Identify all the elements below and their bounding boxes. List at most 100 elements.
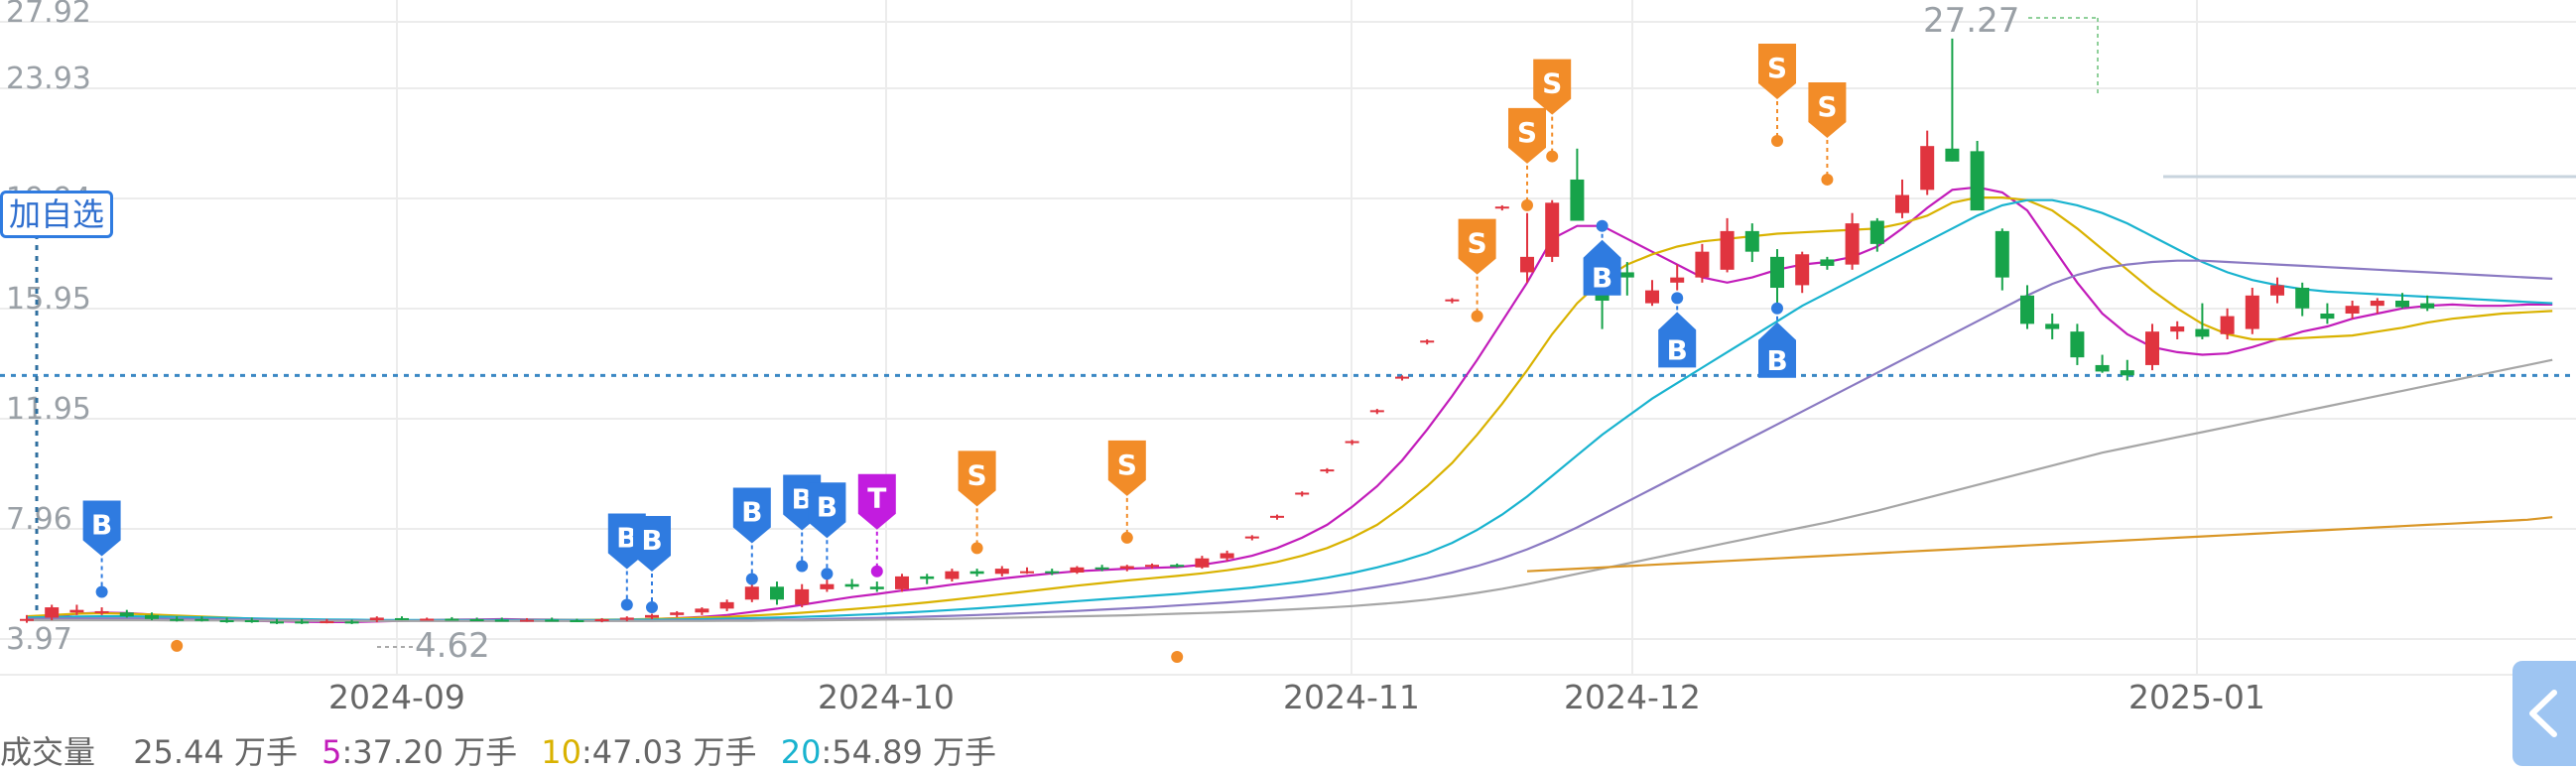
signal-letter: S	[1517, 116, 1537, 149]
candle	[320, 618, 334, 624]
candle-body	[420, 618, 435, 621]
candle-body	[445, 618, 459, 621]
signal-letter: B	[1592, 262, 1612, 295]
signal-b: B	[1658, 292, 1697, 368]
add-to-watchlist-button[interactable]: 加自选	[0, 191, 114, 238]
candle	[1045, 569, 1060, 576]
candle-body	[270, 621, 284, 624]
collapse-panel-button[interactable]	[2512, 661, 2576, 766]
max-price-label: 27.27	[1923, 1, 2019, 41]
candle	[2320, 303, 2335, 324]
signal-badge	[808, 482, 846, 539]
ma-line-120	[1526, 516, 2553, 573]
signal-b: B	[633, 516, 671, 614]
candle-body	[1520, 256, 1534, 273]
candle	[1720, 217, 1735, 273]
signal-badge	[1758, 43, 1796, 99]
candle	[820, 578, 835, 592]
candle-body	[2070, 331, 2085, 358]
candle-body	[1869, 220, 1884, 244]
candle-body	[2170, 325, 2185, 332]
candle-body	[1295, 492, 1310, 495]
x-tick-label: 2024-09	[328, 678, 465, 716]
candle-body	[994, 569, 1009, 575]
candle-body	[1045, 571, 1060, 574]
candle-body	[69, 609, 84, 613]
signal-badge	[732, 487, 771, 544]
candle	[1995, 228, 2009, 291]
candle	[2395, 293, 2409, 309]
candle	[920, 574, 935, 584]
candle-body	[1220, 553, 1234, 559]
candle	[45, 604, 60, 621]
candle	[545, 617, 560, 622]
moving-average-lines	[26, 186, 2553, 624]
candle	[1145, 563, 1159, 570]
signal-letter: B	[741, 495, 762, 528]
candle-body	[570, 620, 584, 623]
signal-dot	[620, 598, 633, 611]
candle	[1895, 179, 1909, 218]
candle	[1369, 409, 1384, 415]
candle-body	[1395, 376, 1409, 379]
candle-body	[1494, 206, 1509, 209]
candle-body	[145, 614, 159, 619]
candle	[1119, 565, 1134, 572]
candle	[1619, 262, 1634, 296]
candle	[420, 617, 435, 621]
candle	[1545, 199, 1560, 263]
signal-badge	[1508, 107, 1546, 164]
signal-dot	[1546, 150, 1559, 163]
x-tick-label: 2024-11	[1283, 678, 1420, 716]
x-tick-label: 2025-01	[2128, 678, 2265, 716]
candle	[2220, 308, 2235, 339]
signal-dot	[1120, 531, 1133, 544]
candle	[1020, 567, 1034, 575]
y-tick-label: 23.93	[6, 62, 91, 96]
candles	[20, 38, 2435, 624]
candle-body	[2195, 328, 2210, 337]
candle	[395, 616, 409, 621]
bottom-marker-dot	[171, 639, 184, 652]
candle	[520, 617, 534, 622]
candle-body	[1920, 146, 1935, 191]
volume-ma5-label: 5	[322, 733, 342, 771]
candle	[369, 616, 384, 623]
candle	[744, 581, 759, 602]
annotations: 27.27 4.62	[415, 1, 2019, 666]
candle-body	[795, 588, 810, 605]
candle-body	[320, 621, 334, 624]
candle	[119, 609, 134, 618]
candle	[869, 581, 884, 592]
signal-badge	[633, 516, 671, 573]
candle-body	[619, 617, 634, 620]
candle	[469, 617, 484, 622]
candle	[645, 613, 659, 620]
signal-b: B	[82, 500, 121, 598]
candle-body	[1795, 254, 1810, 286]
candle-body	[844, 583, 859, 587]
candle	[1695, 243, 1710, 283]
signal-dot	[1596, 219, 1609, 232]
signal-letter: T	[867, 482, 886, 515]
signal-s: S	[1458, 218, 1496, 322]
candle-body	[1770, 256, 1784, 289]
x-axis: 2024-09 2024-10 2024-11 2024-12 2025-01	[328, 678, 2265, 716]
candle-body	[670, 612, 685, 615]
candle-body	[494, 619, 509, 622]
ma-line-20	[26, 198, 2553, 621]
candle-body	[219, 620, 234, 623]
candle-body	[945, 571, 960, 579]
candle-body	[719, 601, 734, 609]
candle-body	[2095, 364, 2110, 372]
signal-badge	[1758, 321, 1796, 378]
signal-dot	[1771, 302, 1783, 315]
candle-body	[295, 621, 310, 624]
signal-letter: S	[1767, 52, 1787, 84]
candle	[1744, 223, 1759, 263]
min-price-label: 4.62	[415, 626, 490, 666]
candle-body	[2420, 303, 2435, 309]
candle	[2170, 321, 2185, 339]
